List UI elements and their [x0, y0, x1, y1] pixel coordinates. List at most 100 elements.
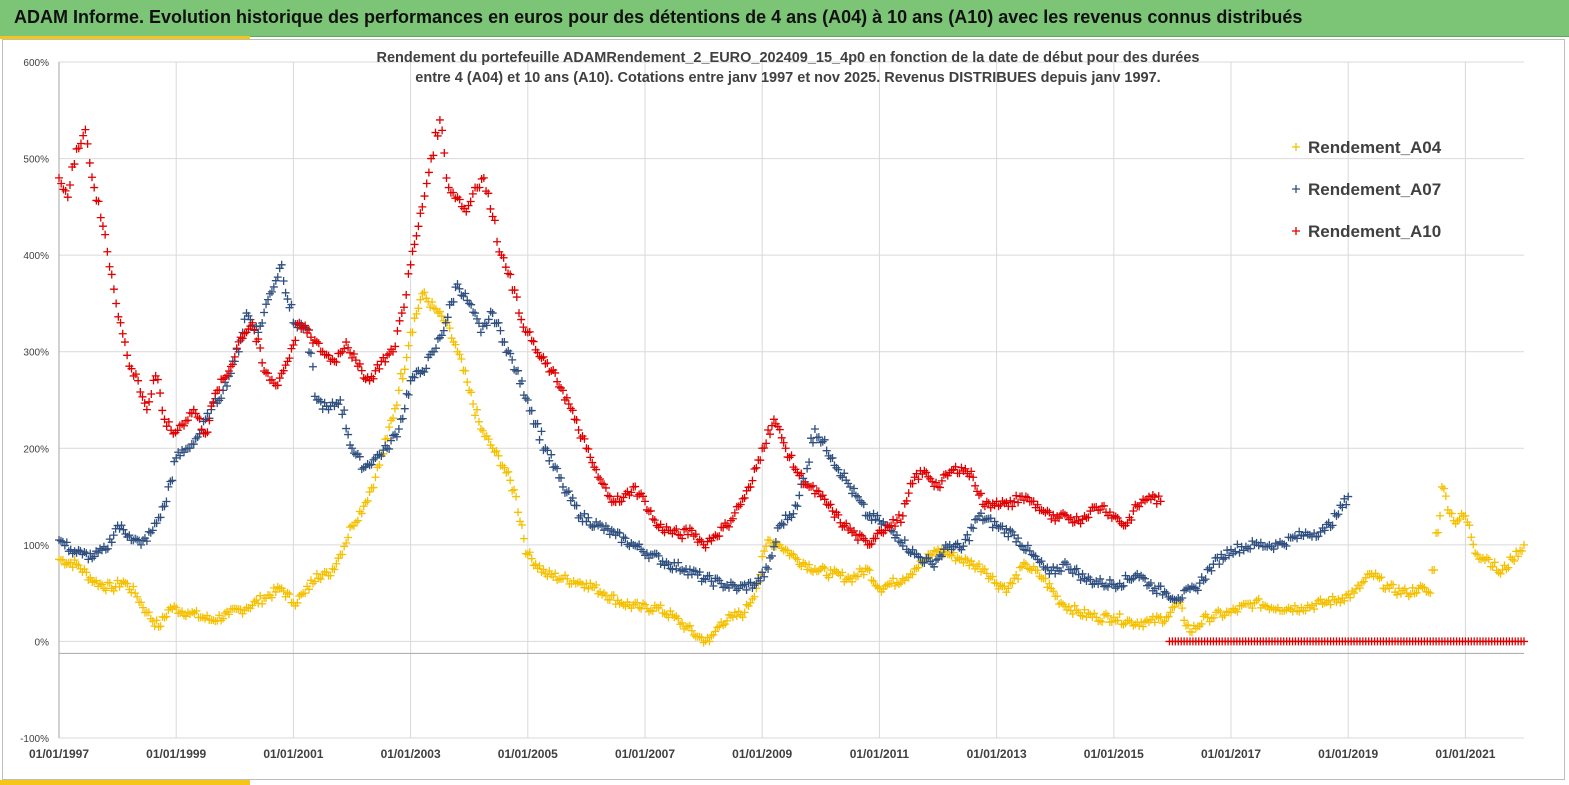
- data-point: [766, 553, 775, 562]
- data-point: [957, 463, 966, 472]
- data-point: [256, 343, 265, 352]
- data-point: [1070, 601, 1079, 610]
- data-point: [166, 477, 175, 486]
- data-point: [125, 531, 134, 540]
- data-point: [387, 416, 396, 425]
- data-point: [969, 473, 978, 482]
- chart-title: Rendement du portefeuille ADAMRendement_…: [377, 50, 1200, 86]
- data-point: [865, 566, 874, 575]
- data-point: [1019, 545, 1028, 554]
- data-point: [519, 534, 528, 543]
- data-point: [1408, 583, 1417, 592]
- data-point: [928, 551, 937, 560]
- data-point: [726, 516, 735, 525]
- data-point: [756, 456, 765, 465]
- data-point: [346, 523, 355, 532]
- data-point: [547, 450, 556, 459]
- data-point: [926, 557, 935, 566]
- data-point: [760, 572, 769, 581]
- data-point: [58, 555, 67, 564]
- data-point: [793, 555, 802, 564]
- data-point: [410, 314, 419, 323]
- data-point: [572, 501, 581, 510]
- data-point: [510, 365, 519, 374]
- data-point: [387, 436, 396, 445]
- data-point: [1115, 610, 1124, 619]
- data-point: [86, 549, 95, 558]
- data-point: [342, 338, 351, 347]
- data-point: [346, 348, 355, 357]
- data-point: [332, 399, 341, 408]
- data-point: [1393, 590, 1402, 599]
- data-point: [580, 434, 589, 443]
- data-point: [1426, 589, 1435, 598]
- data-point: [291, 336, 300, 345]
- data-point: [1131, 500, 1140, 509]
- data-point: [256, 591, 265, 600]
- data-point: [1084, 513, 1093, 522]
- data-point: [762, 563, 771, 572]
- data-point: [191, 434, 200, 443]
- data-point: [748, 476, 757, 485]
- data-point: [1090, 609, 1099, 618]
- data-point: [201, 429, 210, 438]
- data-point: [1086, 575, 1095, 584]
- data-point: [877, 519, 886, 528]
- data-point: [451, 194, 460, 203]
- data-point: [269, 282, 278, 291]
- data-point: [469, 308, 478, 317]
- data-point: [359, 502, 368, 511]
- data-point: [1105, 508, 1114, 517]
- data-point: [846, 482, 855, 491]
- data-point: [1293, 534, 1302, 543]
- data-point: [103, 544, 112, 553]
- data-point: [514, 508, 523, 517]
- data-point: [289, 340, 298, 349]
- data-point: [1404, 592, 1413, 601]
- data-point: [160, 502, 169, 511]
- data-point: [440, 149, 449, 158]
- data-point: [820, 564, 829, 573]
- data-point: [490, 448, 499, 457]
- data-point: [209, 397, 218, 406]
- data-point: [775, 425, 784, 434]
- data-point: [439, 316, 448, 325]
- data-point: [1182, 621, 1191, 630]
- data-point: [1043, 583, 1052, 592]
- data-point: [529, 337, 538, 346]
- data-point: [553, 576, 562, 585]
- data-point: [961, 535, 970, 544]
- data-point: [1010, 497, 1019, 506]
- data-point: [496, 326, 505, 335]
- data-point: [449, 297, 458, 306]
- data-point: [236, 605, 245, 614]
- data-point: [193, 433, 202, 442]
- data-point: [801, 480, 810, 489]
- data-point: [422, 294, 431, 303]
- data-point: [885, 523, 894, 532]
- data-point: [375, 461, 384, 470]
- chart-frame: -100% 0% 100% 200% 300% 400% 500% 600% 01/01/199…: [2, 39, 1565, 780]
- data-point: [851, 491, 860, 500]
- data-point: [1265, 540, 1274, 549]
- data-point: [447, 334, 456, 343]
- data-point: [55, 173, 63, 182]
- data-point: [791, 465, 800, 474]
- data-point: [1271, 605, 1280, 614]
- series-points: [55, 115, 1528, 647]
- data-point: [1254, 594, 1263, 603]
- data-point: [574, 425, 583, 434]
- data-point: [767, 551, 776, 560]
- data-point: [273, 273, 282, 282]
- data-point: [748, 594, 757, 603]
- data-point: [584, 513, 593, 522]
- data-point: [431, 344, 440, 353]
- data-point: [537, 354, 546, 363]
- data-point: [258, 358, 267, 367]
- data-point: [1107, 617, 1116, 626]
- data-point: [322, 568, 331, 577]
- data-point: [1008, 579, 1017, 588]
- data-point: [988, 572, 997, 581]
- data-point: [525, 327, 534, 336]
- data-point: [642, 549, 651, 558]
